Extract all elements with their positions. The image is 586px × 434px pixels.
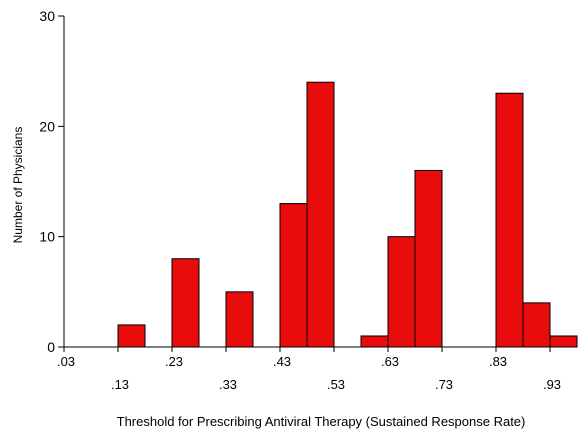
histogram-bar [117, 324, 146, 348]
histogram-bar [522, 302, 551, 348]
x-tick-label: .13 [111, 377, 129, 392]
axes-layer [63, 16, 577, 348]
x-tick-label: .93 [543, 377, 561, 392]
y-ticks: 0 10 20 30 [39, 8, 64, 355]
histogram-bar [360, 335, 389, 348]
x-tick-label: .53 [327, 377, 345, 392]
histogram-bar [306, 81, 335, 348]
histogram-bar [171, 258, 200, 348]
y-tick-label: 10 [39, 229, 55, 245]
histogram-bar [549, 335, 578, 348]
x-tick-label: .33 [219, 377, 237, 392]
x-axis-title: Threshold for Prescribing Antiviral Ther… [117, 414, 526, 429]
y-tick-label: 30 [39, 8, 55, 24]
x-ticks: .03 .13 .23 .33 .43 .53 .63 .73 .83 .93 [57, 347, 561, 392]
histogram-bar [387, 236, 416, 348]
histogram-bar [495, 92, 524, 348]
y-tick-label: 0 [47, 339, 55, 355]
x-tick-label: .43 [273, 354, 291, 369]
x-tick-label: .63 [381, 354, 399, 369]
bars-layer [117, 81, 578, 348]
x-tick-label: .83 [489, 354, 507, 369]
histogram-bar [414, 169, 443, 348]
histogram-bar [279, 203, 308, 348]
y-axis-title: Number of Physicians [11, 127, 25, 244]
histogram-bar [225, 291, 254, 348]
x-tick-label: .03 [57, 354, 75, 369]
x-tick-label: .23 [165, 354, 183, 369]
x-tick-label: .73 [435, 377, 453, 392]
y-tick-label: 20 [39, 118, 55, 134]
